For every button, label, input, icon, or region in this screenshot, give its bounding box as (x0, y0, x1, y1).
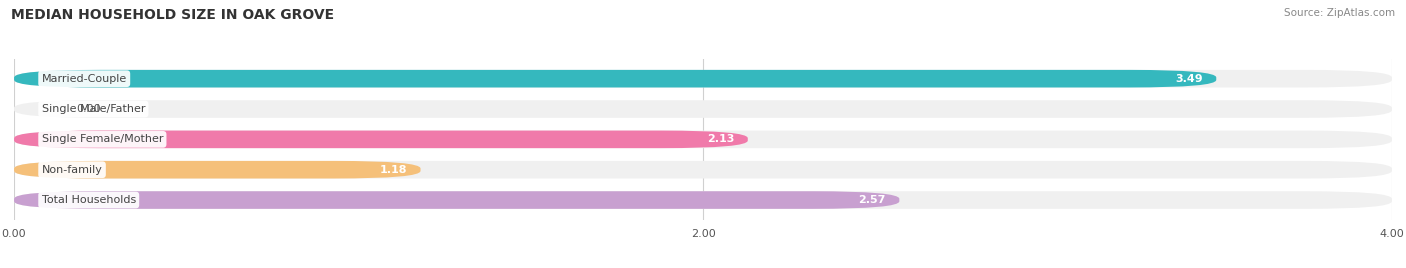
Text: 2.13: 2.13 (707, 134, 734, 144)
Text: Single Male/Father: Single Male/Father (42, 104, 145, 114)
Text: Non-family: Non-family (42, 165, 103, 175)
FancyBboxPatch shape (14, 70, 1216, 87)
FancyBboxPatch shape (14, 191, 900, 209)
FancyBboxPatch shape (14, 70, 1392, 87)
Text: 1.18: 1.18 (380, 165, 406, 175)
Text: Single Female/Mother: Single Female/Mother (42, 134, 163, 144)
FancyBboxPatch shape (14, 161, 420, 178)
Text: Total Households: Total Households (42, 195, 136, 205)
FancyBboxPatch shape (14, 131, 1392, 148)
Text: Married-Couple: Married-Couple (42, 74, 127, 84)
FancyBboxPatch shape (14, 191, 1392, 209)
FancyBboxPatch shape (14, 161, 1392, 178)
FancyBboxPatch shape (14, 100, 1392, 118)
Text: 0.00: 0.00 (76, 104, 101, 114)
Text: MEDIAN HOUSEHOLD SIZE IN OAK GROVE: MEDIAN HOUSEHOLD SIZE IN OAK GROVE (11, 8, 335, 22)
Text: 3.49: 3.49 (1175, 74, 1202, 84)
FancyBboxPatch shape (14, 131, 748, 148)
Text: Source: ZipAtlas.com: Source: ZipAtlas.com (1284, 8, 1395, 18)
Text: 2.57: 2.57 (858, 195, 886, 205)
